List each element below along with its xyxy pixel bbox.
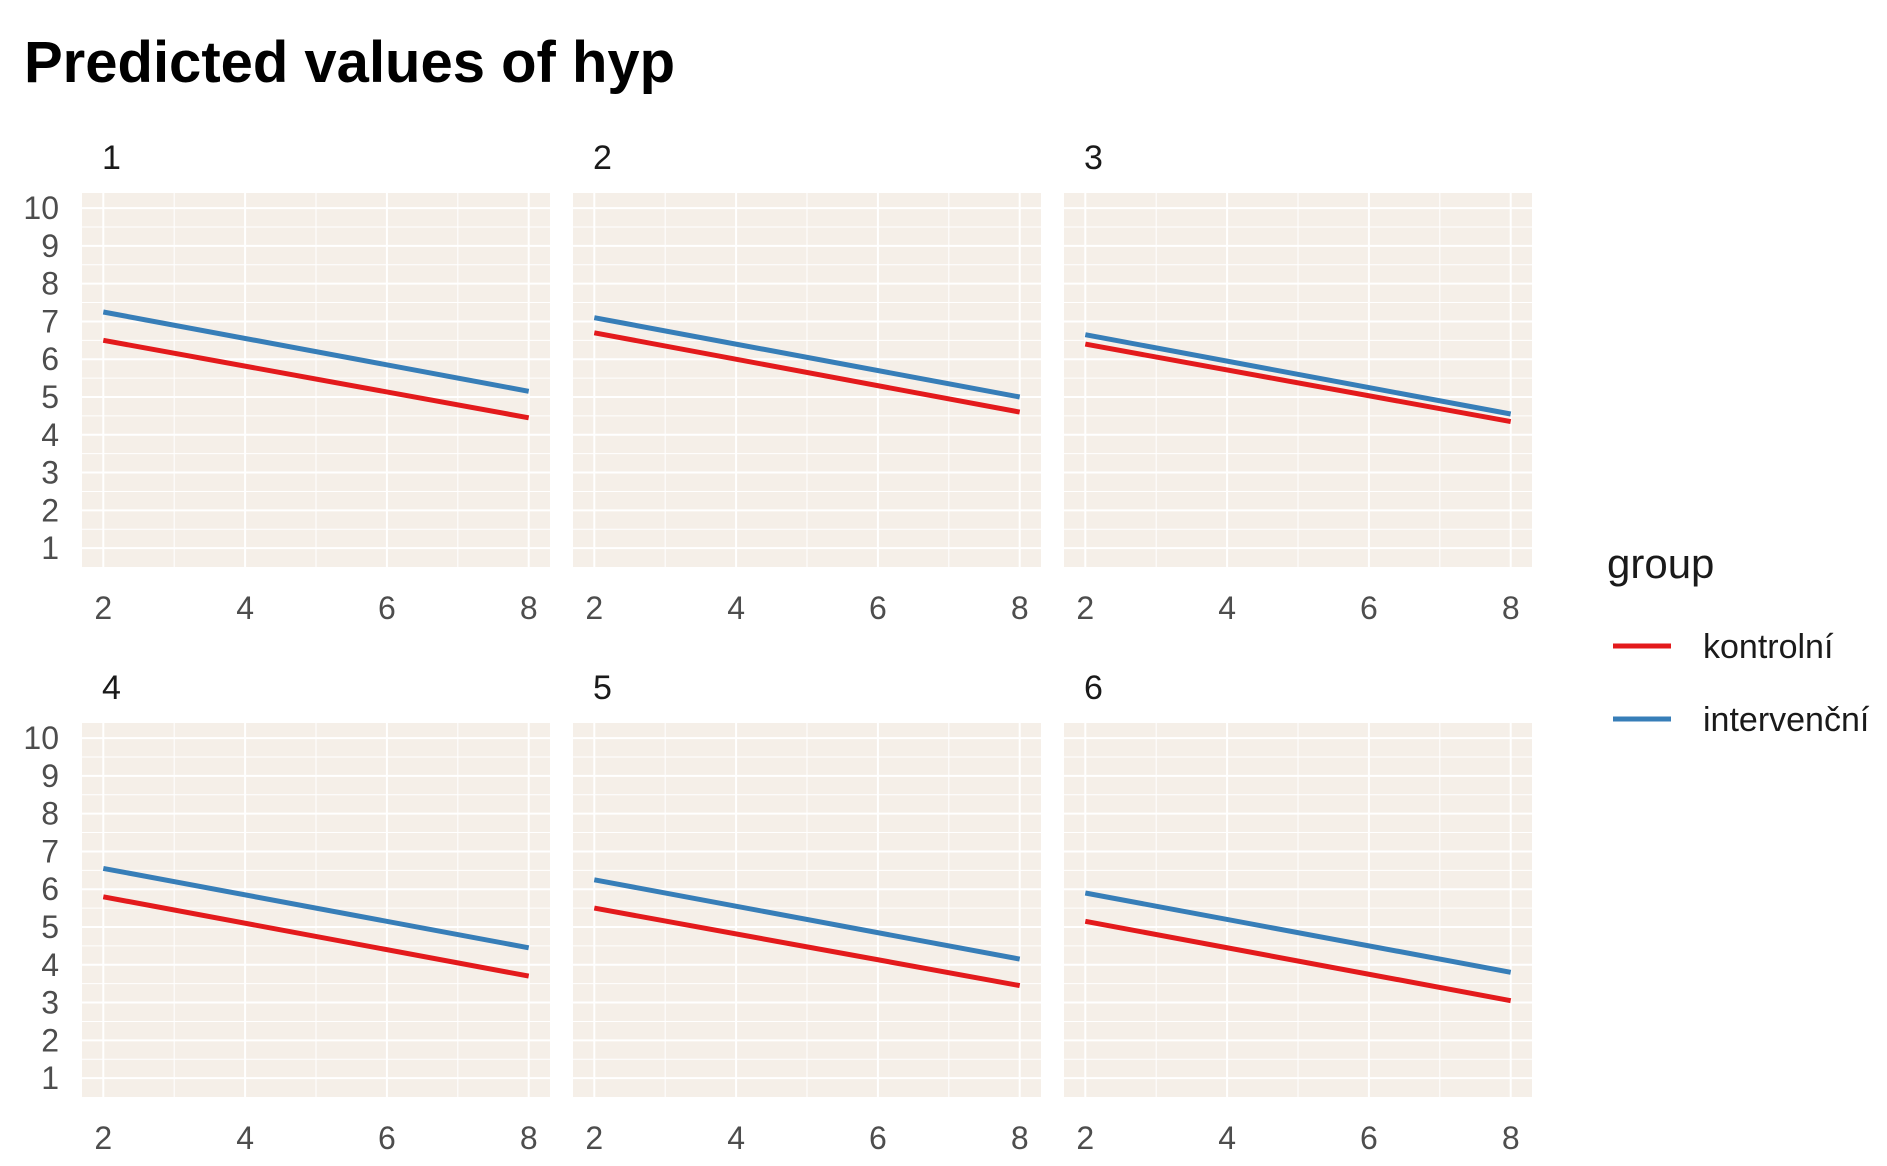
series-line-intervencni bbox=[1084, 890, 1512, 975]
facet-panel-6: 6 2 4 6 8 bbox=[1064, 669, 1532, 1156]
x-tick-label: 8 bbox=[1502, 1120, 1520, 1156]
y-tick-label: 1 bbox=[41, 1060, 59, 1096]
y-tick-label: 8 bbox=[41, 796, 59, 832]
x-tick-label: 8 bbox=[520, 1120, 538, 1156]
facet-label: 2 bbox=[593, 139, 612, 177]
legend: group kontrolní intervenční bbox=[1607, 540, 1870, 739]
facet-label: 3 bbox=[1084, 139, 1103, 177]
facet-label: 1 bbox=[102, 139, 121, 177]
facet-panel-5: 5 2 4 6 8 bbox=[573, 669, 1041, 1156]
x-tick-label: 6 bbox=[1360, 1120, 1378, 1156]
y-tick-label: 5 bbox=[41, 909, 59, 945]
series-line-kontrolni bbox=[593, 330, 1021, 415]
x-tick-label: 8 bbox=[520, 590, 538, 626]
legend-label: kontrolní bbox=[1703, 628, 1834, 666]
x-tick-label: 8 bbox=[1011, 590, 1029, 626]
series-line-kontrolni bbox=[1084, 918, 1512, 1004]
x-tick-label: 4 bbox=[236, 590, 254, 626]
legend-title: group bbox=[1607, 540, 1714, 587]
x-tick-label: 4 bbox=[1218, 1120, 1236, 1156]
y-tick-label: 9 bbox=[41, 758, 59, 794]
facet-panel-2: 2 2 4 6 8 bbox=[573, 139, 1041, 626]
y-tick-label: 7 bbox=[41, 303, 59, 339]
series-line-kontrolni bbox=[102, 894, 530, 979]
y-tick-label: 4 bbox=[41, 947, 59, 983]
y-tick-label: 10 bbox=[23, 190, 59, 226]
x-tick-label: 4 bbox=[236, 1120, 254, 1156]
y-tick-label: 6 bbox=[41, 871, 59, 907]
series-line-intervencni bbox=[593, 315, 1021, 400]
x-tick-label: 2 bbox=[94, 1120, 112, 1156]
series-line-intervencni bbox=[102, 865, 530, 951]
series-line-kontrolni bbox=[1084, 341, 1512, 425]
x-tick-label: 4 bbox=[727, 1120, 745, 1156]
y-tick-label: 4 bbox=[41, 417, 59, 453]
x-tick-label: 8 bbox=[1011, 1120, 1029, 1156]
series-line-kontrolni bbox=[593, 905, 1021, 989]
y-tick-label: 2 bbox=[41, 1022, 59, 1058]
series-line-intervencni bbox=[102, 309, 530, 394]
y-tick-label: 1 bbox=[41, 530, 59, 566]
y-tick-label: 10 bbox=[23, 720, 59, 756]
x-tick-label: 6 bbox=[378, 590, 396, 626]
x-tick-label: 2 bbox=[1076, 590, 1094, 626]
x-tick-label: 4 bbox=[727, 590, 745, 626]
facet-label: 4 bbox=[102, 669, 121, 707]
y-tick-label: 2 bbox=[41, 492, 59, 528]
y-tick-label: 3 bbox=[41, 455, 59, 491]
facet-label: 5 bbox=[593, 669, 612, 707]
series-line-intervencni bbox=[1084, 332, 1512, 417]
x-tick-label: 6 bbox=[869, 1120, 887, 1156]
x-tick-label: 2 bbox=[585, 1120, 603, 1156]
x-tick-label: 2 bbox=[585, 590, 603, 626]
x-tick-label: 6 bbox=[869, 590, 887, 626]
x-tick-label: 8 bbox=[1502, 590, 1520, 626]
x-tick-label: 6 bbox=[1360, 590, 1378, 626]
y-tick-label: 6 bbox=[41, 341, 59, 377]
series-line-intervencni bbox=[593, 877, 1021, 962]
facet-label: 6 bbox=[1084, 669, 1103, 707]
chart-title: Predicted values of hyp bbox=[24, 30, 675, 95]
y-tick-label: 7 bbox=[41, 833, 59, 869]
facet-panel-3: 3 2 4 6 8 bbox=[1064, 139, 1532, 626]
series-line-kontrolni bbox=[102, 337, 530, 421]
y-tick-label: 9 bbox=[41, 228, 59, 264]
x-tick-label: 4 bbox=[1218, 590, 1236, 626]
y-tick-label: 5 bbox=[41, 379, 59, 415]
y-tick-label: 3 bbox=[41, 985, 59, 1021]
x-tick-label: 6 bbox=[378, 1120, 396, 1156]
legend-label: intervenční bbox=[1703, 701, 1870, 739]
x-tick-label: 2 bbox=[94, 590, 112, 626]
y-tick-label: 8 bbox=[41, 266, 59, 302]
x-tick-label: 2 bbox=[1076, 1120, 1094, 1156]
